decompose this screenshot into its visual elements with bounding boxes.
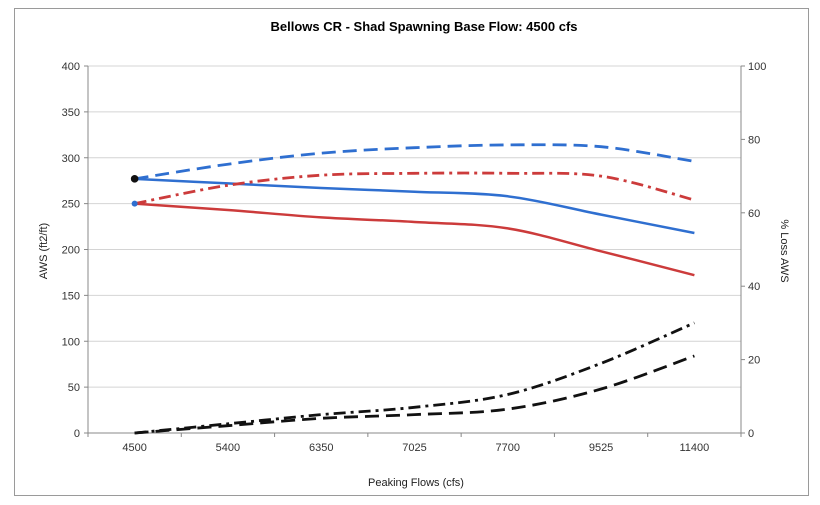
x-tick-label: 7700 (496, 442, 520, 454)
series-line-2 (134, 202, 695, 277)
series-line-3 (134, 143, 695, 181)
series-line-4 (134, 171, 695, 205)
gridlines (88, 65, 741, 388)
x-axis-ticks: 4500 5400 6350 7025 7700 9525 11400 (87, 433, 742, 454)
x-axis-label: Peaking Flows (cfs) (368, 477, 464, 489)
y-tick-label: 0 (74, 428, 80, 440)
y2-axis-label: % Loss AWS (778, 219, 790, 282)
chart-title: Bellows CR - Shad Spawning Base Flow: 45… (270, 19, 577, 34)
y-tick-label: 400 (62, 61, 80, 73)
y2-tick-label: 20 (748, 355, 760, 367)
y2-tick-label: 60 (748, 208, 760, 220)
x-tick-label: 6350 (309, 442, 333, 454)
x-tick-label: 4500 (122, 442, 146, 454)
y2-tick-label: 40 (748, 281, 760, 293)
y-axis-ticks: 0 50 100 150 200 250 300 350 400 (62, 61, 88, 440)
series-start-marker (130, 175, 139, 183)
series-markers (130, 175, 139, 207)
x-tick-label: 9525 (589, 442, 613, 454)
x-tick-label: 11400 (679, 442, 709, 454)
series-start-marker (131, 200, 138, 207)
x-tick-label: 7025 (402, 442, 426, 454)
y-tick-label: 150 (62, 290, 80, 302)
y2-tick-label: 0 (748, 428, 754, 440)
y2-axis-ticks: 0 20 40 60 80 100 (741, 61, 766, 440)
y-tick-label: 200 (62, 245, 80, 257)
y-axis-label: AWS (ft2/ft) (38, 223, 50, 279)
y-tick-label: 50 (68, 382, 80, 394)
y-tick-label: 350 (62, 107, 80, 119)
y-tick-label: 250 (62, 199, 80, 211)
y-tick-label: 300 (62, 153, 80, 165)
series-line-5 (134, 321, 695, 435)
y-tick-label: 100 (62, 336, 80, 348)
x-tick-label: 5400 (216, 442, 240, 454)
y2-tick-label: 80 (748, 134, 760, 146)
series-lines (134, 143, 695, 435)
series-line-1 (134, 177, 695, 235)
y2-tick-label: 100 (748, 61, 766, 73)
series-line-6 (134, 354, 695, 435)
